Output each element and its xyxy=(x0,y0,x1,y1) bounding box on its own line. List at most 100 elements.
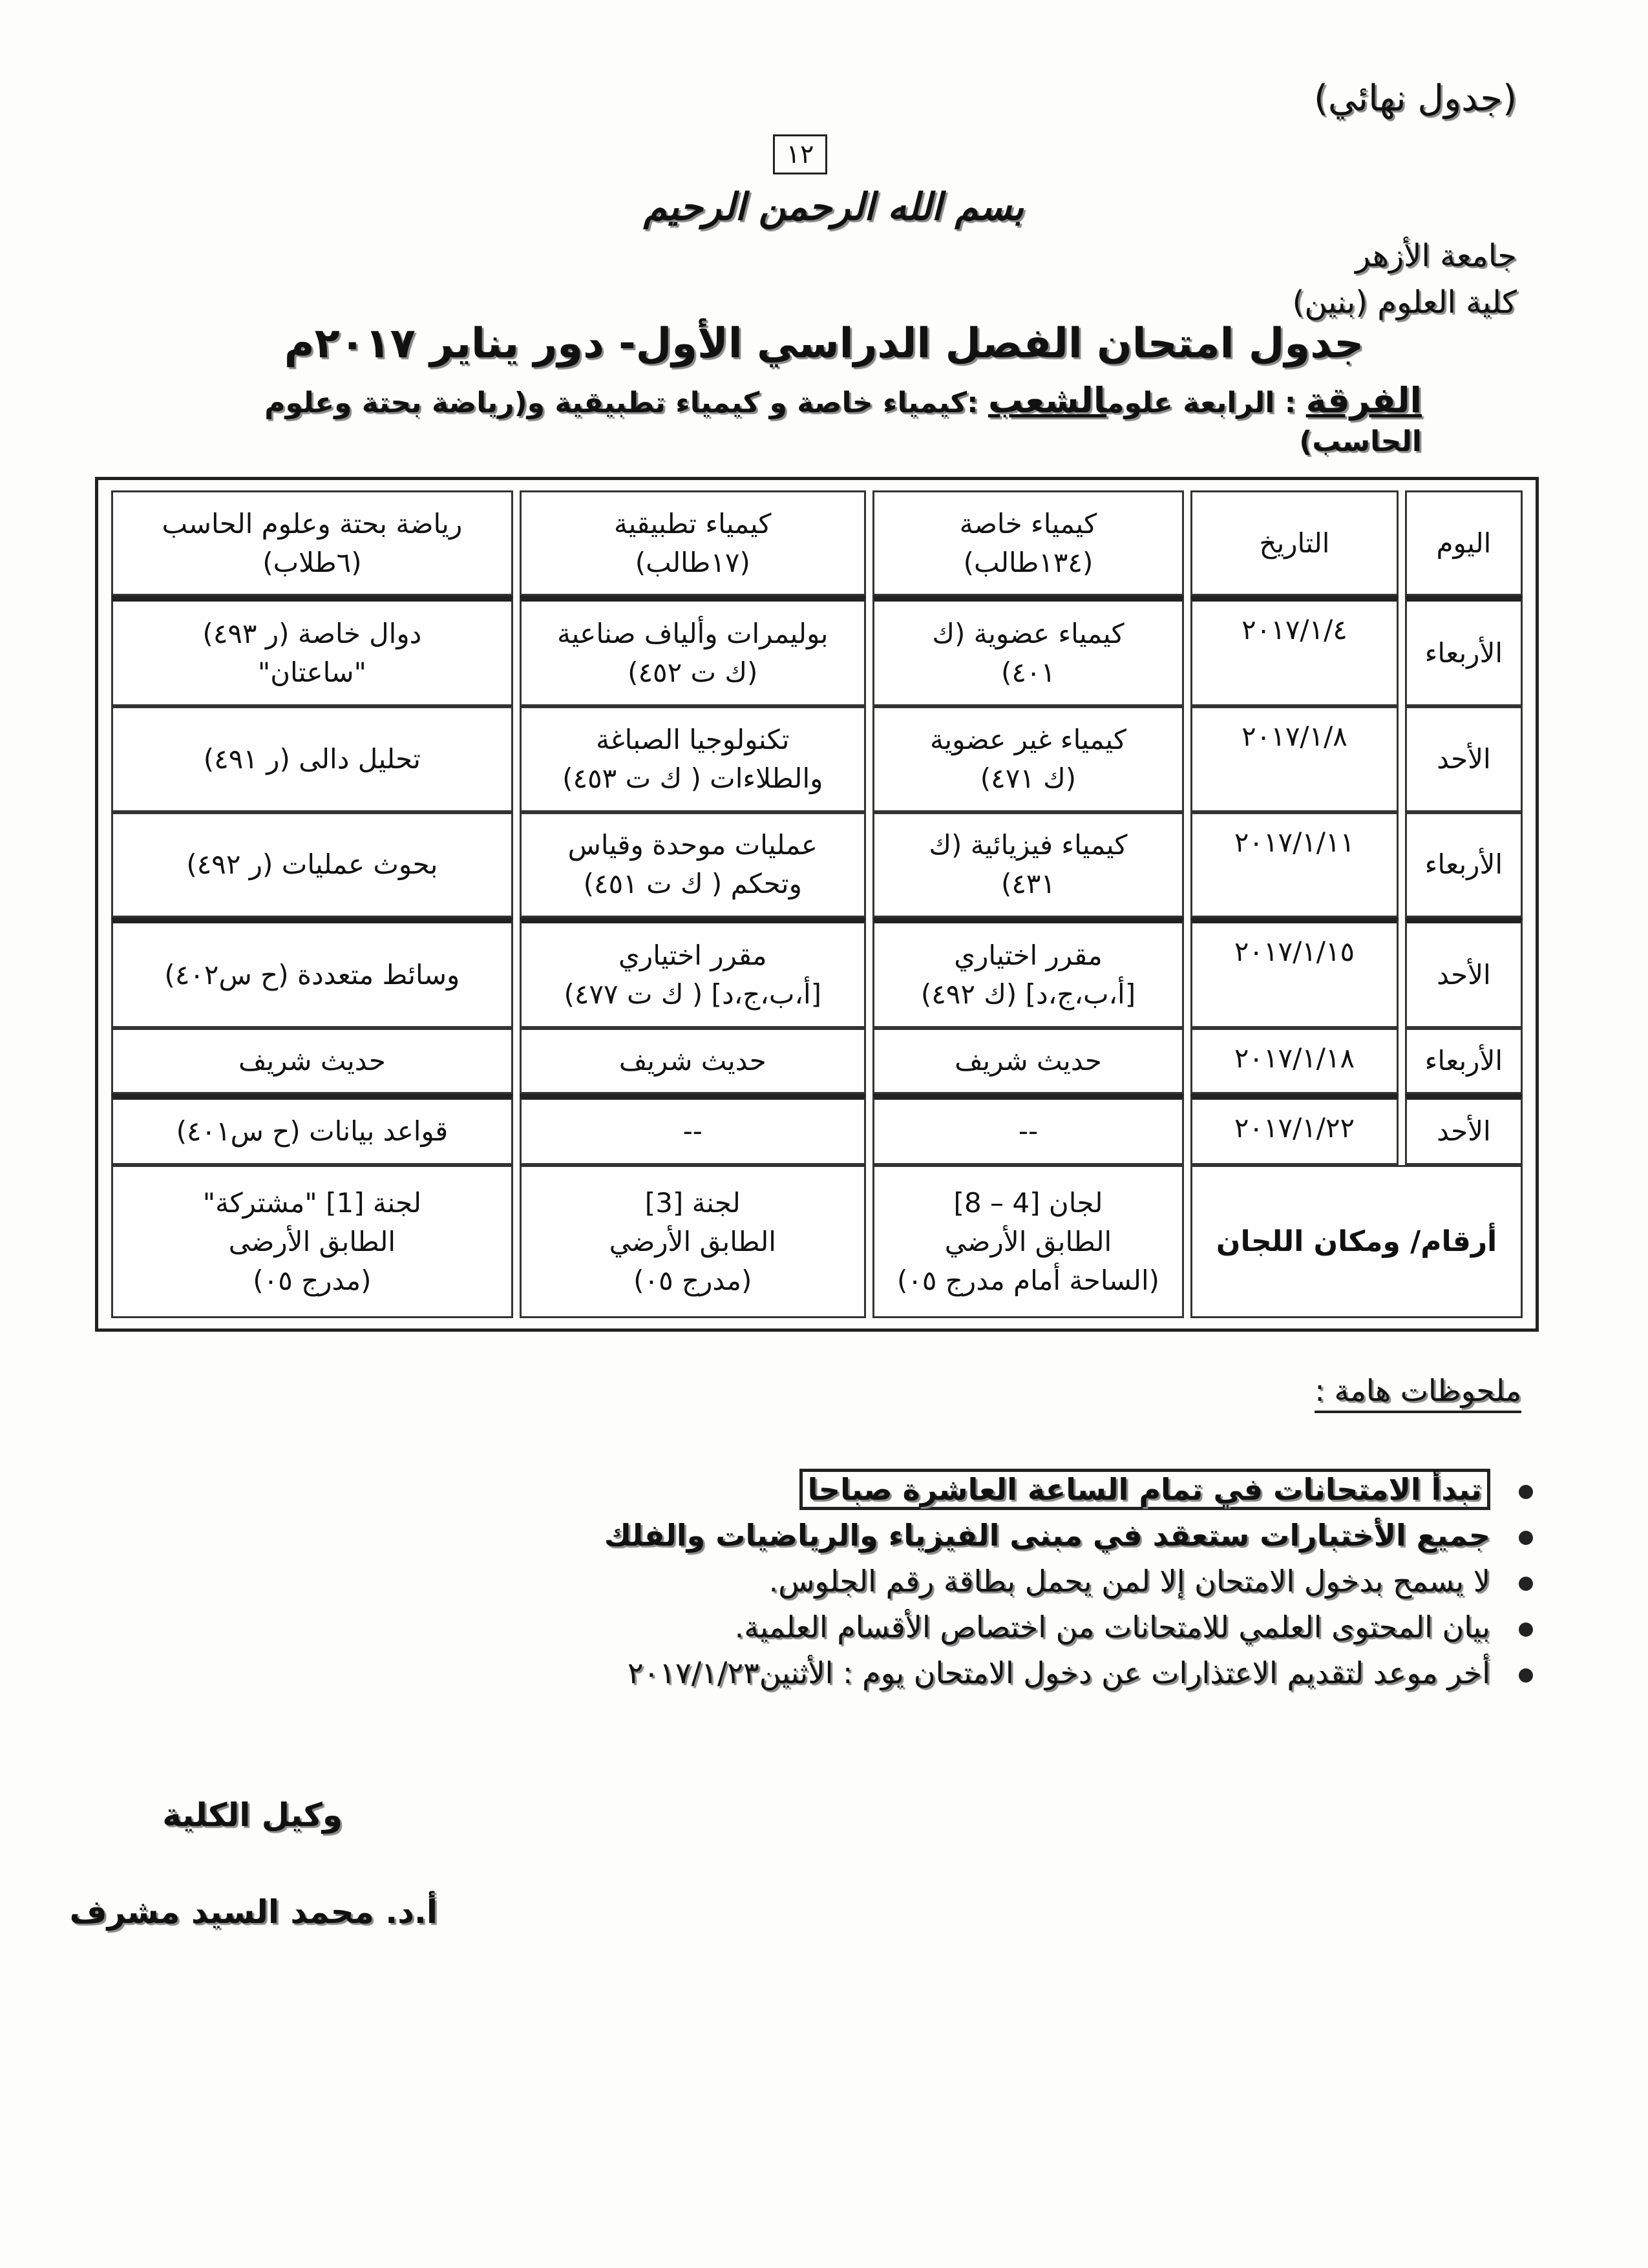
special-chemistry-cell: -- xyxy=(872,1094,1185,1166)
applied-chemistry-cell: -- xyxy=(519,1094,866,1166)
special-chemistry-cell-line: مقرر اختياري xyxy=(954,939,1103,971)
math-cs-cell: بحوث عمليات (ر ٤٩٢) xyxy=(111,812,513,918)
note-item: أخر موعد لتقديم الاعتذارات عن دخول الامت… xyxy=(176,1650,1533,1696)
header-math-cs-line: (٦طلاب) xyxy=(262,546,362,578)
notes-list: تبدأ الامتحانات في تمام الساعة العاشرة ص… xyxy=(176,1467,1533,1696)
applied-chemistry-cell-line: -- xyxy=(682,1115,703,1148)
notes-heading: ملحوظات هامة : xyxy=(1315,1373,1521,1413)
header-special-chemistry: كيمياء خاصة (١٣٤طالب) xyxy=(872,490,1185,596)
day-cell: الأحد xyxy=(1404,918,1523,1028)
applied-chemistry-cell-line: تكنولوجيا الصباغة xyxy=(596,724,790,755)
institution-block: جامعة الأزهر كلية العلوم (بنين) xyxy=(1293,233,1517,326)
header-applied-chemistry: كيمياء تطبيقية (١٧طالب) xyxy=(519,490,866,596)
header-math-cs: رياضة بحتة وعلوم الحاسب (٦طلاب) xyxy=(111,490,513,596)
header-applied-chemistry-line: كيمياء تطبيقية xyxy=(614,507,772,540)
table-row: الأحد ٢٠١٧/١/١٥ مقرر اختياري [أ،ب،ج،د] (ك ٤… xyxy=(111,918,1523,1028)
math-cs-cell-line: بحوث عمليات (ر ٤٩٢) xyxy=(186,848,438,881)
table-row: الأحد ٢٠١٧/١/٢٢ -- -- قواعد بيانات (ح س٤٠١) xyxy=(111,1094,1523,1166)
special-chemistry-cell: حديث شريف xyxy=(872,1028,1185,1095)
date-cell: ٢٠١٧/١/١٥ xyxy=(1190,918,1399,1028)
committee-special-chemistry: لجان [4 – 8] الطابق الأرضي (الساحة أمام مد… xyxy=(872,1165,1185,1318)
applied-chemistry-cell-line: مقرر اختياري xyxy=(618,939,767,971)
university-name: جامعة الأزهر xyxy=(1355,238,1517,274)
date-cell: ٢٠١٧/١/١٨ xyxy=(1190,1028,1399,1095)
applied-chemistry-cell-line: بوليمرات وألياف صناعية xyxy=(557,617,829,649)
committee-special-chemistry-line: (الساحة أمام مدرج ٠٥) xyxy=(896,1264,1160,1296)
header-applied-chemistry-line: (١٧طالب) xyxy=(635,546,750,578)
bullet-icon xyxy=(1519,1530,1533,1545)
basmala-calligraphy: بسم الله الرحمن الرحيم xyxy=(643,185,1024,229)
header-day: اليوم xyxy=(1404,490,1523,596)
header-row: اليوم التاريخ كيمياء خاصة (١٣٤طالب) كيمياء ت… xyxy=(111,490,1523,596)
math-cs-cell-line: حديث شريف xyxy=(238,1045,386,1077)
applied-chemistry-cell: مقرر اختياري [أ،ب،ج،د] ( ك ت ٤٧٧) xyxy=(519,918,866,1028)
signature-name: أ.د. محمد السيد مشرف xyxy=(69,1893,438,1931)
committee-math-cs: لجنة [1] "مشتركة" الطابق الأرضى (مدرج ٠٥) xyxy=(111,1165,513,1318)
header-special-chemistry-line: (١٣٤طالب) xyxy=(963,546,1093,578)
note-text: أخر موعد لتقديم الاعتذارات عن دخول الامت… xyxy=(627,1655,1490,1690)
day-cell: الأربعاء xyxy=(1404,596,1523,707)
bullet-icon xyxy=(1519,1622,1533,1637)
committee-applied-chemistry-line: لجنة [3] xyxy=(644,1186,741,1219)
special-chemistry-cell-line: -- xyxy=(1018,1115,1039,1148)
special-chemistry-cell: كيمياء فيزيائية (ك ٤٣١) xyxy=(872,812,1185,918)
day-cell: الأربعاء xyxy=(1404,812,1523,918)
subtitle: الفرقة : الرابعة علومالشعب :كيمياء خاصة … xyxy=(194,381,1422,461)
applied-chemistry-cell: عمليات موحدة وقياس وتحكم ( ك ت ٤٥١) xyxy=(519,812,866,918)
applied-chemistry-cell: تكنولوجيا الصباغة والطلاءات ( ك ت ٤٥٣) xyxy=(519,706,866,812)
committee-math-cs-line: الطابق الأرضى xyxy=(228,1225,396,1257)
special-chemistry-cell-line: ٤٣١) xyxy=(1000,868,1056,900)
page-number-box: ١٢ xyxy=(773,134,827,174)
day-cell: الأحد xyxy=(1404,706,1523,812)
math-cs-cell: حديث شريف xyxy=(111,1028,513,1095)
date-cell: ٢٠١٧/١/٢٢ xyxy=(1190,1094,1399,1166)
note-text: لا يسمح بدخول الامتحان إلا لمن يحمل بطاق… xyxy=(768,1564,1490,1599)
math-cs-cell-line: وسائط متعددة (ح س٤٠٢) xyxy=(164,958,460,991)
bullet-icon xyxy=(1519,1668,1533,1683)
special-chemistry-cell-line: كيمياء فيزيائية (ك xyxy=(929,829,1128,861)
math-cs-cell: دوال خاصة (ر ٤٩٣) "ساعتان" xyxy=(111,596,513,707)
special-chemistry-cell-line: كيمياء عضوية (ك xyxy=(932,617,1125,649)
header-special-chemistry-line: كيمياء خاصة xyxy=(959,507,1097,540)
applied-chemistry-cell-line: وتحكم ( ك ت ٤٥١) xyxy=(583,868,802,900)
special-chemistry-cell-line: [أ،ب،ج،د] (ك ٤٩٢) xyxy=(920,978,1136,1010)
table-row: الأربعاء ٢٠١٧/١/٤ كيمياء عضوية (ك ٤٠١) بوليم… xyxy=(111,596,1523,707)
day-cell: الأحد xyxy=(1404,1094,1523,1166)
exam-schedule-table: اليوم التاريخ كيمياء خاصة (١٣٤طالب) كيمياء ت… xyxy=(95,477,1539,1332)
date-cell: ٢٠١٧/١/١١ xyxy=(1190,812,1399,918)
math-cs-cell: قواعد بيانات (ح س٤٠١) xyxy=(111,1094,513,1166)
note-text: بيان المحتوى العلمي للامتحانات من اختصاص… xyxy=(734,1610,1490,1644)
applied-chemistry-cell-line: (ك ت ٤٥٢) xyxy=(628,656,758,688)
math-cs-cell-line: "ساعتان" xyxy=(257,656,366,688)
signature-role: وكيل الكلية xyxy=(162,1796,343,1834)
level-label: الفرقة xyxy=(1305,380,1422,421)
table-row: الأربعاء ٢٠١٧/١/١١ كيمياء فيزيائية (ك ٤٣١) ع… xyxy=(111,812,1523,918)
note-item: بيان المحتوى العلمي للامتحانات من اختصاص… xyxy=(176,1604,1533,1650)
applied-chemistry-cell: حديث شريف xyxy=(519,1028,866,1095)
applied-chemistry-cell-line: [أ،ب،ج،د] ( ك ت ٤٧٧) xyxy=(564,978,822,1010)
committee-applied-chemistry-line: (مدرج ٠٥) xyxy=(633,1264,752,1296)
note-item: لا يسمح بدخول الامتحان إلا لمن يحمل بطاق… xyxy=(176,1559,1533,1604)
special-chemistry-cell: كيمياء غير عضوية (ك ٤٧١) xyxy=(872,706,1185,812)
applied-chemistry-cell-line: عمليات موحدة وقياس xyxy=(567,829,818,861)
committee-special-chemistry-line: الطابق الأرضي xyxy=(944,1225,1112,1257)
note-text: تبدأ الامتحانات في تمام الساعة العاشرة ص… xyxy=(799,1469,1490,1510)
special-chemistry-cell: مقرر اختياري [أ،ب،ج،د] (ك ٤٩٢) xyxy=(872,918,1185,1028)
math-cs-cell-line: قواعد بيانات (ح س٤٠١) xyxy=(176,1115,449,1148)
special-chemistry-cell-line: (ك ٤٧١) xyxy=(980,762,1077,794)
committee-applied-chemistry: لجنة [3] الطابق الأرضي (مدرج ٠٥) xyxy=(519,1165,866,1318)
header-date: التاريخ xyxy=(1190,490,1399,596)
applied-chemistry-cell-line: والطلاءات ( ك ت ٤٥٣) xyxy=(562,762,823,794)
table-row: الأحد ٢٠١٧/١/٨ كيمياء غير عضوية (ك ٤٧١) تكنو… xyxy=(111,706,1523,812)
committee-math-cs-line: لجنة [1] "مشتركة" xyxy=(202,1186,422,1219)
applied-chemistry-cell-line: حديث شريف xyxy=(618,1045,766,1077)
final-schedule-label: (جدول نهائي) xyxy=(1314,78,1517,120)
math-cs-cell: وسائط متعددة (ح س٤٠٢) xyxy=(111,918,513,1028)
math-cs-cell-line: تحليل دالى (ر ٤٩١) xyxy=(203,743,421,775)
branches-value: :كيمياء خاصة و كيمياء تطبيقية و(رياضة بح… xyxy=(264,386,1422,458)
special-chemistry-cell-line: كيمياء غير عضوية xyxy=(929,724,1127,755)
day-cell: الأربعاء xyxy=(1404,1028,1523,1095)
committee-math-cs-line: (مدرج ٠٥) xyxy=(253,1264,372,1296)
note-item: تبدأ الامتحانات في تمام الساعة العاشرة ص… xyxy=(176,1467,1533,1513)
committees-label: أرقام/ ومكان اللجان xyxy=(1190,1165,1523,1318)
